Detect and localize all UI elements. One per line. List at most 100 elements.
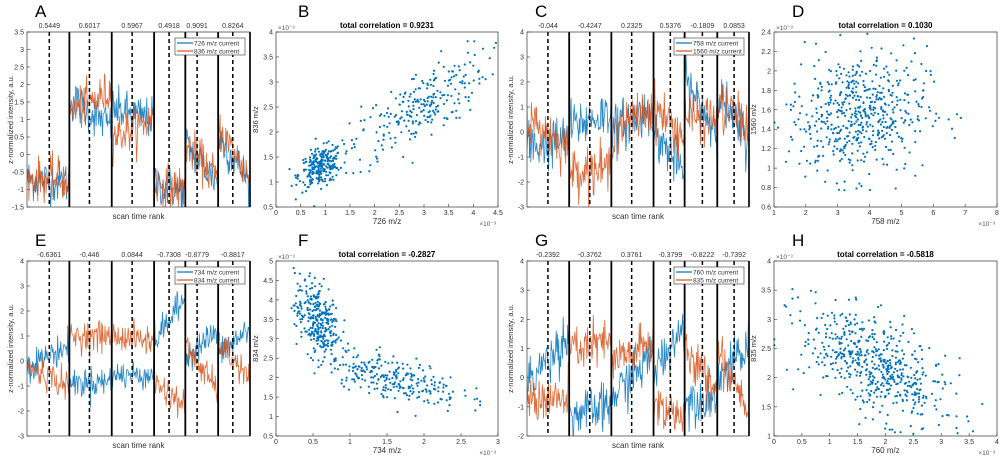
scatter-point [433,381,436,384]
scatter-point [833,317,836,320]
scatter-point [413,374,416,377]
scatter-point [387,115,390,118]
scatter-point [362,128,365,131]
scatter-point [853,82,856,85]
scatter-point [791,297,794,300]
scatter-point [903,364,907,367]
scatter-point [848,329,851,332]
scatter-point [854,359,857,362]
scatter-point [906,384,909,387]
scatter-point [809,162,812,165]
scatter-point [325,339,329,342]
scatter-point [859,105,862,108]
scatter-point [907,112,910,115]
scatter-point [880,47,883,50]
scatter-point [861,321,864,324]
scatter-point [309,180,312,183]
scatter-point [430,95,433,98]
scatter-point [416,396,419,399]
scatter-point [385,378,388,381]
scatter-point [469,108,472,111]
scatter-point [312,309,315,312]
scatter-point [851,360,855,363]
scatter-point [912,398,915,402]
scatter-point [862,101,865,105]
scatter-point [821,341,824,344]
x-tick-label: 7 [963,210,967,217]
plot-area [27,73,250,207]
scatter-point [858,354,861,357]
scatter-point [335,333,338,337]
y-tick-label: 2.5 [761,346,771,353]
scatter-point [834,138,837,141]
scatter-point [862,401,865,404]
scatter-point [410,384,413,387]
scatter-point [375,104,378,107]
scatter-point [461,80,464,83]
scatter-point [352,172,355,175]
scatter-point [316,325,319,328]
scatter-point [860,335,863,338]
scatter-point [865,358,868,361]
scatter-point [457,92,460,95]
scatter-point [878,411,882,414]
scatter-point [383,379,386,382]
scatter-point [367,361,370,364]
scatter-point [453,75,456,78]
scatter-point [317,180,321,183]
scatter-point [317,359,320,362]
scatter-point [825,110,829,113]
x-tick-label: 3 [836,210,840,217]
scatter-point [941,373,944,376]
scatter-point [390,90,393,93]
scatter-point [855,85,858,89]
scatter-point [820,115,823,118]
scatter-point [351,366,354,369]
scatter-point [875,56,879,59]
scatter-point [463,82,466,85]
scatter-point [848,350,851,353]
scatter-point [409,93,412,96]
scatter-point [469,61,472,64]
scatter-point [884,427,887,430]
scatter-point [323,344,326,347]
scatter-point [405,125,408,128]
scatter-point [375,382,378,385]
scatter-point [395,385,398,388]
y-axis-label: 1560 m/z [749,104,758,135]
scatter-point [316,314,319,317]
scatter-point [855,80,858,83]
scatter-point [877,387,880,391]
scatter-point [878,96,881,99]
scatter-point [384,384,387,387]
scatter-point [847,344,850,347]
scatter-point [843,100,846,103]
scatter-point [900,377,903,380]
scatter-point [311,181,314,184]
y-tick-label: 3 [269,80,273,87]
scatter-point [921,373,924,376]
scatter-point [871,350,875,353]
scatter-point [916,115,920,118]
scatter-point [425,103,428,106]
scatter-point [865,389,868,392]
x-tick-label: 2.5 [456,439,466,446]
scatter-point [878,84,881,87]
scatter-point [855,374,858,377]
scatter-point [307,312,310,315]
scatter-point [404,374,407,377]
scatter-point [382,386,385,389]
segment-correlation-label: 0.0853 [723,23,745,30]
scatter-point [473,40,476,43]
scatter-point [394,136,397,139]
scatter-point [346,342,349,345]
scatter-point [464,73,467,76]
scatter-point [303,183,306,186]
scatter-point [325,184,329,187]
scatter-point [323,303,326,306]
panel-letter: E [35,231,46,250]
scatter-point [322,142,325,145]
y-tick-label: 2.5 [263,356,273,363]
scatter-point [336,368,339,371]
